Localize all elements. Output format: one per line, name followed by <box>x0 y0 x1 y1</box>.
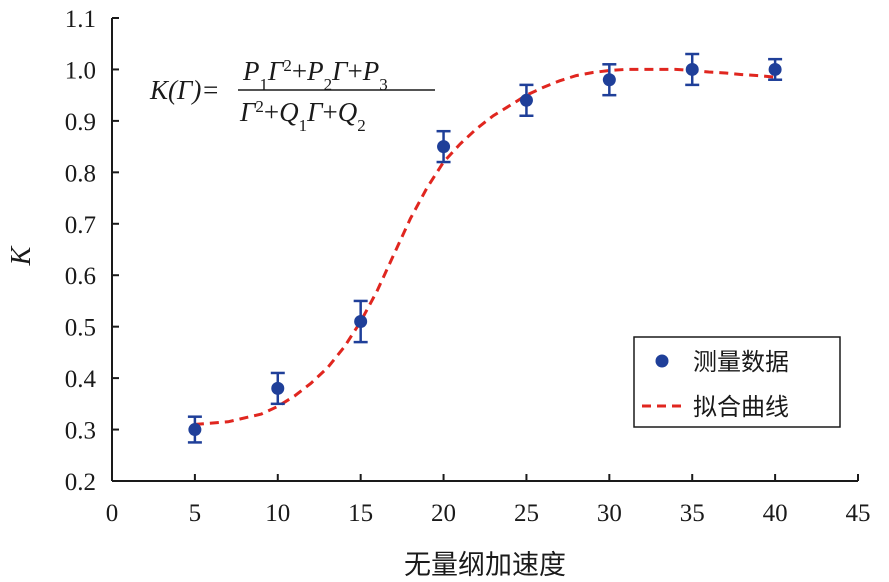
data-point <box>602 73 616 87</box>
y-tick-label: 0.9 <box>65 109 96 136</box>
x-tick-label: 15 <box>348 500 373 527</box>
x-tick-label: 20 <box>431 500 456 527</box>
legend-label-measured: 测量数据 <box>693 348 789 376</box>
legend-box <box>633 336 841 428</box>
x-tick-label: 30 <box>597 500 622 527</box>
axes <box>111 18 858 482</box>
y-tick-label: 0.7 <box>65 212 96 239</box>
x-tick-label: 10 <box>265 500 290 527</box>
y-tick-label: 0.4 <box>65 366 97 393</box>
x-tick-label: 45 <box>846 500 871 527</box>
legend-marker-measured <box>655 354 669 368</box>
data-point <box>685 62 699 76</box>
x-tick-label: 5 <box>189 500 202 527</box>
fit-curve-line <box>194 67 776 426</box>
fit-curve <box>194 67 776 426</box>
formula-numerator: P1Γ2+P2Γ+P3 <box>242 56 388 94</box>
y-tick-label: 0.5 <box>65 315 96 342</box>
data-point <box>519 93 533 107</box>
data-point <box>437 140 451 154</box>
y-tick-label: 1.0 <box>65 57 96 84</box>
data-point <box>271 381 285 395</box>
y-axis-title: K <box>6 245 37 266</box>
legend-label-fit: 拟合曲线 <box>693 393 789 421</box>
data-points <box>187 52 783 444</box>
formula-lhs: K(Γ)= <box>149 75 220 105</box>
data-point <box>188 423 202 437</box>
y-tick-label: 0.3 <box>65 418 96 445</box>
y-tick-label: 0.2 <box>65 469 96 496</box>
y-tick-label: 1.1 <box>65 6 96 33</box>
x-tick-label: 25 <box>514 500 539 527</box>
axis-ticks: 0 5 10 15 20 25 30 35 40 45 0.2 0.3 0.4 0.5 0.6 0.7 0.8 0… <box>65 6 871 527</box>
y-tick-label: 0.8 <box>65 160 96 187</box>
data-point <box>354 315 368 329</box>
x-tick-label: 40 <box>763 500 788 527</box>
axis-titles: 无量纲加速度 K <box>6 245 566 581</box>
data-point <box>768 62 782 76</box>
x-axis-title: 无量纲加速度 <box>404 550 566 581</box>
formula-denominator: Γ2+Q1Γ+Q2 <box>239 97 366 135</box>
y-tick-label: 0.6 <box>65 263 96 290</box>
x-tick-label: 0 <box>106 500 119 527</box>
x-tick-label: 35 <box>680 500 705 527</box>
